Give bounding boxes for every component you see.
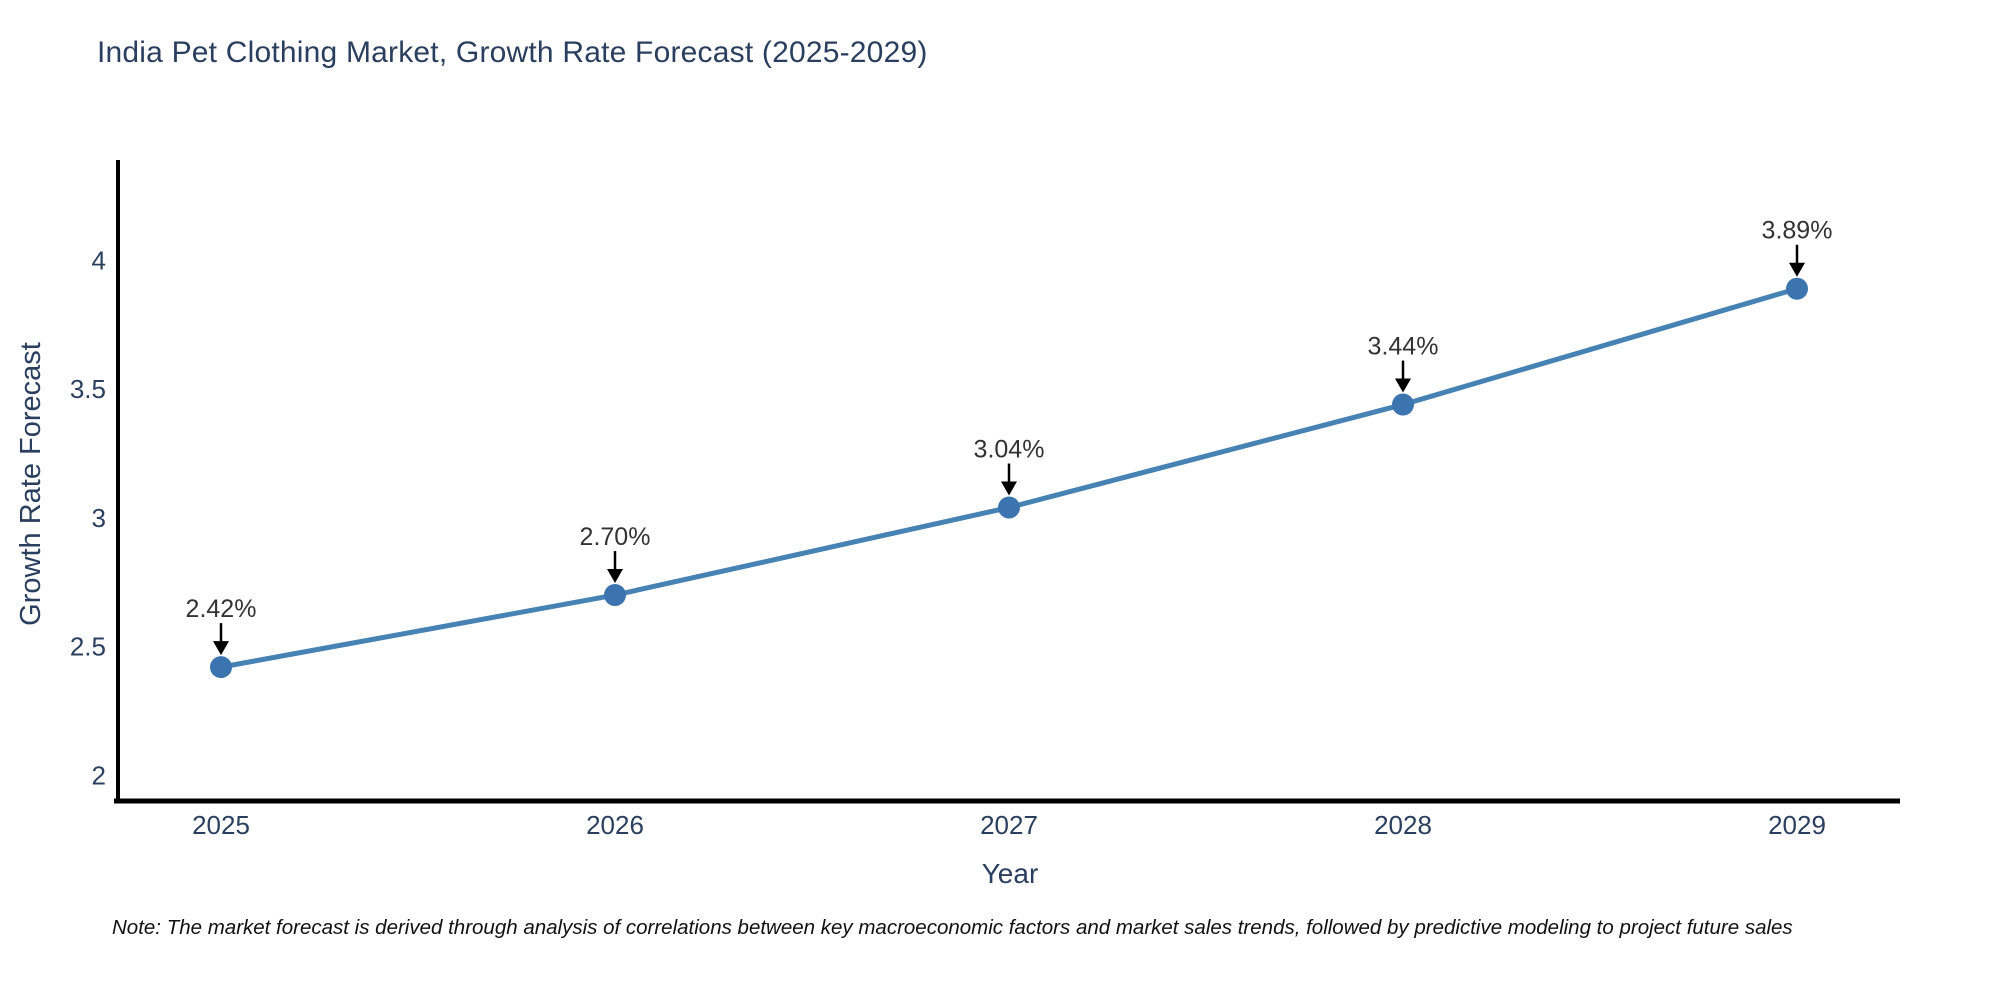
methodology-note: Note: The market forecast is derived thr… <box>112 916 1793 939</box>
annotation-arrowhead-icon <box>607 569 623 584</box>
point-value-annotation: 3.04% <box>974 436 1045 464</box>
x-axis-title: Year <box>981 858 1039 889</box>
chart-title: India Pet Clothing Market, Growth Rate F… <box>97 36 928 69</box>
data-point-marker <box>604 584 626 607</box>
point-value-annotation: 2.42% <box>186 595 257 623</box>
x-tick-label: 2025 <box>192 810 250 840</box>
x-tick-label: 2026 <box>586 810 644 840</box>
annotation-arrowhead-icon <box>1395 378 1411 393</box>
x-tick-label: 2028 <box>1374 810 1432 840</box>
x-tick-label: 2027 <box>980 810 1038 840</box>
annotation-arrowhead-icon <box>1001 481 1017 496</box>
point-value-annotation: 3.89% <box>1762 217 1833 245</box>
data-point-marker <box>1786 277 1808 300</box>
y-tick-label: 2 <box>92 760 106 790</box>
point-value-annotation: 3.44% <box>1368 333 1439 361</box>
data-point-marker <box>998 496 1020 519</box>
data-point-marker <box>1392 393 1414 416</box>
annotation-arrowhead-icon <box>213 641 229 656</box>
y-tick-label: 3.5 <box>70 374 106 404</box>
y-tick-label: 4 <box>92 245 106 275</box>
data-point-marker <box>210 656 232 679</box>
point-value-annotation: 2.70% <box>580 523 651 551</box>
annotation-arrowhead-icon <box>1789 262 1805 277</box>
x-tick-label: 2029 <box>1768 810 1826 840</box>
y-tick-label: 2.5 <box>70 632 106 662</box>
y-axis-title: Growth Rate Forecast <box>15 342 47 626</box>
y-tick-label: 3 <box>92 503 106 533</box>
